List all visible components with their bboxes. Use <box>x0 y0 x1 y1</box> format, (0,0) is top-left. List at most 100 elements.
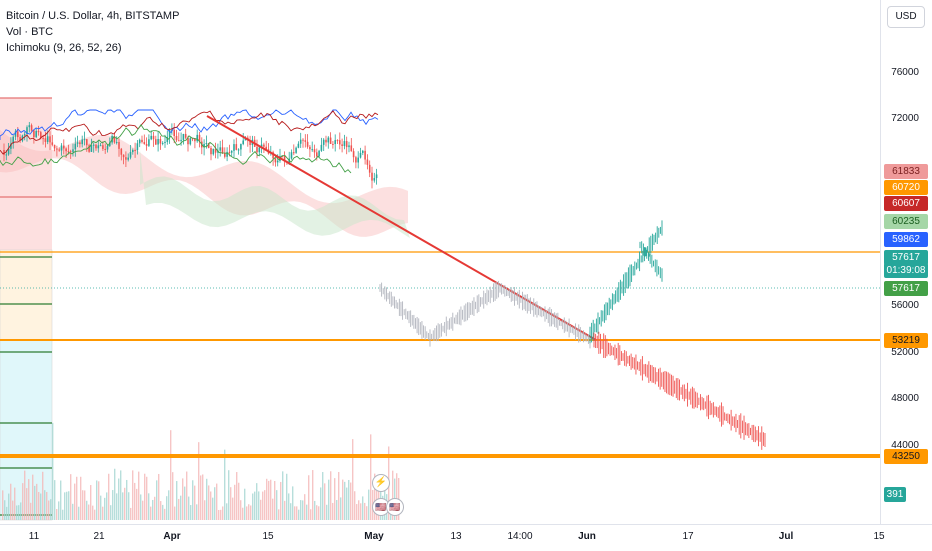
price-tag-label: 59862 <box>884 232 928 247</box>
volume-bar <box>330 471 332 520</box>
volume-bar <box>150 506 152 520</box>
price-tag-label: 43250 <box>884 449 928 464</box>
candle-body <box>53 144 56 149</box>
volume-indicator-label[interactable]: Vol · BTC <box>6 26 54 38</box>
volume-bar <box>228 470 230 520</box>
candle-body <box>226 151 228 157</box>
volume-bar <box>70 474 72 520</box>
candle-body <box>143 142 146 145</box>
candle-body <box>161 142 164 144</box>
candle-body <box>152 135 155 140</box>
candle-body <box>65 148 67 152</box>
candle-body <box>235 144 238 150</box>
volume-bar <box>206 478 208 520</box>
volume-bar <box>264 490 266 520</box>
candle-body <box>249 140 251 145</box>
neutral-zone <box>0 250 52 340</box>
volume-bar <box>68 491 70 520</box>
volume-bar <box>18 505 20 520</box>
time-tick-label: 15 <box>262 531 274 542</box>
volume-bar <box>360 503 362 520</box>
candle-body <box>106 145 109 150</box>
volume-bar <box>214 487 216 520</box>
currency-button[interactable]: USD <box>887 6 925 28</box>
candle-body <box>339 140 341 145</box>
price-axis[interactable]: USD 76000 72000 56000 52000 48000 44000 61833 6… <box>880 0 932 524</box>
volume-bar <box>48 500 50 520</box>
volume-bar <box>76 476 78 520</box>
us-flag-event-icon[interactable]: 🇺🇸 <box>386 498 404 516</box>
flash-event-icon[interactable]: ⚡ <box>372 474 390 492</box>
ichimoku-indicator-label[interactable]: Ichimoku (9, 26, 52, 26) <box>6 42 122 54</box>
candle-body <box>81 139 83 145</box>
candle-body <box>322 139 325 145</box>
price-tick-label: 52000 <box>891 347 919 358</box>
volume-bar <box>234 484 236 520</box>
price-tick-label: 44000 <box>891 440 919 451</box>
symbol-title[interactable]: Bitcoin / U.S. Dollar, 4h, BITSTAMP <box>6 10 180 22</box>
candle-body <box>198 134 201 142</box>
volume-bar <box>180 495 182 520</box>
candle-body <box>205 143 208 145</box>
price-tag-label: 60720 <box>884 180 928 195</box>
volume-bar <box>248 504 250 520</box>
volume-bar <box>14 487 16 520</box>
candle-body <box>189 138 192 145</box>
volume-bar <box>162 504 164 520</box>
volume-bar <box>50 499 52 520</box>
volume-bar <box>260 499 262 520</box>
candle-body <box>265 146 267 150</box>
candle-body <box>164 141 166 143</box>
candle-body <box>173 129 175 136</box>
volume-bar <box>346 487 348 520</box>
candle-body <box>46 136 49 142</box>
volume-bar <box>200 475 202 520</box>
volume-bar <box>146 476 148 520</box>
volume-bar <box>302 500 304 520</box>
volume-bar <box>256 483 258 520</box>
volume-bar <box>122 492 124 520</box>
volume-bar <box>84 490 86 520</box>
volume-bar <box>392 470 394 520</box>
volume-bar <box>294 506 296 520</box>
candle-body <box>72 149 74 153</box>
time-axis[interactable]: 11 21 Apr 15 May 13 14:00 Jun 17 Jul 15 <box>0 524 932 551</box>
volume-bar <box>142 500 144 520</box>
candle-body <box>86 139 88 146</box>
volume-bar <box>196 504 198 520</box>
candle-body <box>136 143 139 151</box>
volume-bar <box>250 505 252 520</box>
volume-bar <box>322 472 324 520</box>
candle-body <box>299 139 302 144</box>
volume-bar <box>396 473 398 520</box>
volume-bar <box>198 442 200 520</box>
candle-body <box>334 140 336 145</box>
volume-bar <box>374 473 376 520</box>
price-tag-label: 01:39:08 <box>884 263 928 278</box>
volume-bar <box>344 481 346 520</box>
candle-body <box>364 150 366 160</box>
candle-body <box>92 144 95 146</box>
price-chart[interactable] <box>0 0 880 524</box>
chart-area[interactable]: Bitcoin / U.S. Dollar, 4h, BITSTAMP Vol … <box>0 0 880 524</box>
candle-body <box>242 140 244 145</box>
volume-bar <box>340 497 342 520</box>
volume-bar <box>262 491 264 520</box>
candle-body <box>155 139 157 145</box>
volume-bar <box>246 506 248 520</box>
candle-body <box>352 151 355 158</box>
candle-body <box>120 148 123 155</box>
candle-body <box>224 153 226 157</box>
us-flag-event-icon[interactable]: 🇺🇸 <box>372 498 390 516</box>
price-tick-label: 72000 <box>891 113 919 124</box>
candle-body <box>134 149 136 151</box>
volume-bar <box>174 506 176 520</box>
volume-bar <box>114 468 116 520</box>
volume-bar <box>98 481 100 520</box>
volume-bar <box>242 507 244 520</box>
volume-bar <box>32 474 34 520</box>
volume-bar <box>132 470 134 520</box>
volume-bar <box>192 480 194 520</box>
volume-bar <box>56 509 58 520</box>
candle-body <box>318 150 320 157</box>
